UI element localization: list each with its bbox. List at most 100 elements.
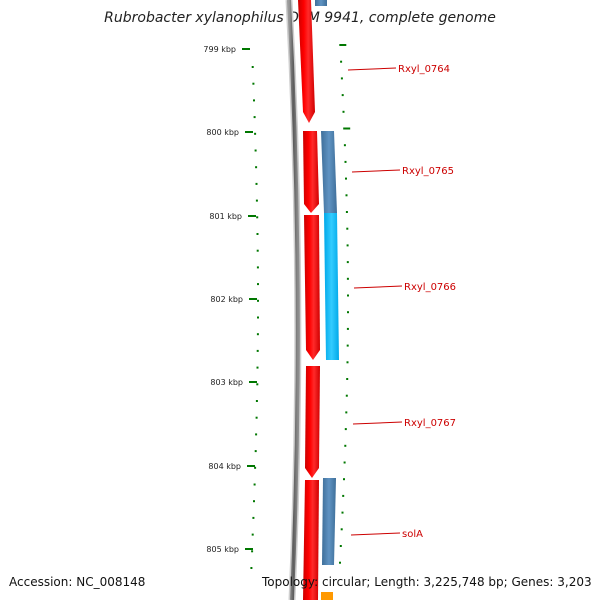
gene-leader-line (350, 532, 401, 536)
gene-label-group: Rxyl_0764 Rxyl_0765 Rxyl_0766 Rxyl_0767 solA (347, 64, 456, 540)
outer-minor-tick (340, 77, 343, 80)
kbp-major-tick (248, 215, 256, 217)
gene-leader-line (347, 67, 397, 71)
minor-tick (252, 516, 255, 519)
feature-steelblue-top[interactable] (315, 0, 327, 6)
minor-tick (253, 99, 255, 102)
outer-minor-tick (341, 511, 344, 514)
minor-tick (251, 66, 254, 68)
feature-orange-bottom[interactable] (321, 592, 333, 600)
outer-major-tick (339, 44, 347, 46)
outer-minor-tick (344, 428, 347, 431)
minor-tick (252, 82, 255, 85)
gene-label[interactable]: Rxyl_0767 (404, 418, 456, 429)
outer-minor-tick (345, 411, 348, 414)
kbp-major-tick (249, 381, 257, 383)
cds-rxyl-0764-arrow[interactable] (298, 0, 315, 123)
minor-tick (256, 233, 259, 235)
feature-cyan-rxyl-0766[interactable] (324, 213, 339, 360)
kbp-label: 803 kbp (210, 378, 243, 387)
outer-minor-tick (345, 194, 348, 197)
kbp-scale: 799 kbp 800 kbp 801 kbp 802 kbp 803 kbp 804 k… (203, 45, 257, 554)
kbp-major-tick (242, 48, 250, 50)
kbp-major-tick (247, 465, 255, 467)
kbp-label: 802 kbp (210, 295, 243, 304)
backbone-arc (287, 0, 300, 600)
outer-minor-tick (347, 294, 349, 297)
minor-tick (255, 182, 258, 185)
outer-minor-tick (345, 211, 348, 213)
outer-minor-tick (346, 261, 349, 264)
topology-text: Topology: circular; Length: 3,225,748 bp… (262, 575, 592, 589)
gene-leader-line (351, 169, 401, 173)
kbp-label: 800 kbp (206, 128, 239, 137)
outer-minor-tick (339, 561, 341, 564)
outer-minor-tick (346, 227, 349, 230)
minor-tick (254, 149, 257, 152)
minor-tick (254, 450, 257, 453)
outer-minor-tick (339, 545, 342, 547)
kbp-label: 804 kbp (208, 462, 241, 471)
outer-minor-tick (342, 494, 345, 497)
minor-tick (253, 483, 256, 486)
gene-label[interactable]: Rxyl_0764 (398, 64, 450, 75)
minor-tick (256, 383, 259, 386)
outer-minor-tick (346, 361, 349, 364)
cds-sola-arrow[interactable] (303, 480, 319, 600)
minor-tick (257, 283, 259, 286)
minor-tick (256, 349, 259, 352)
kbp-label: 801 kbp (209, 212, 242, 221)
forward-strand-track (298, 0, 320, 600)
minor-tick (257, 299, 259, 302)
outer-minor-tick (343, 461, 346, 464)
kbp-label: 805 kbp (206, 545, 239, 554)
outer-minor-tick (346, 277, 349, 280)
cds-rxyl-0767-arrow[interactable] (305, 366, 320, 478)
minor-tick (255, 166, 258, 169)
outer-minor-tick (346, 327, 349, 330)
outer-minor-tick (340, 528, 343, 531)
minor-tick (256, 266, 259, 269)
kbp-major-tick (245, 548, 253, 550)
minor-tick (251, 533, 254, 536)
kbp-label: 799 kbp (203, 45, 236, 54)
minor-tick (256, 249, 259, 252)
cds-rxyl-0765-arrow[interactable] (303, 131, 319, 213)
kbp-major-tick (249, 298, 257, 300)
minor-tick (255, 433, 258, 436)
outer-minor-tick (341, 94, 344, 97)
minor-tick (256, 333, 259, 336)
minor-tick (257, 316, 259, 319)
outer-minor-tick (346, 344, 349, 347)
accession-text: Accession: NC_008148 (9, 575, 146, 589)
cds-rxyl-0766-arrow[interactable] (304, 215, 320, 360)
feature-steelblue-sola[interactable] (322, 478, 336, 565)
gene-label[interactable]: solA (402, 529, 423, 540)
outer-minor-tick (344, 160, 347, 163)
outer-minor-tick (345, 177, 347, 180)
gene-leader-line (352, 421, 403, 425)
outer-minor-tick (342, 110, 345, 113)
outer-minor-tick (340, 60, 343, 63)
minor-tick (253, 500, 255, 503)
minor-tick (254, 466, 257, 469)
minor-tick (256, 366, 259, 369)
reverse-strand-track (315, 0, 339, 600)
minor-tick (255, 400, 258, 402)
outer-minor-tick (345, 394, 348, 397)
outer-minor-tick (343, 144, 346, 147)
outer-major-tick (343, 127, 351, 130)
gene-label[interactable]: Rxyl_0765 (402, 166, 454, 177)
gene-label[interactable]: Rxyl_0766 (404, 282, 456, 293)
outer-tick-column (339, 44, 351, 564)
minor-tick (254, 132, 257, 135)
feature-steelblue-rxyl-0765[interactable] (321, 131, 337, 213)
outer-minor-tick (343, 478, 345, 481)
minor-tick (255, 416, 258, 419)
minor-tick (250, 567, 253, 569)
outer-minor-tick (346, 244, 349, 247)
minor-tick (251, 550, 254, 553)
minor-tick (255, 199, 258, 202)
outer-minor-tick (344, 444, 347, 447)
